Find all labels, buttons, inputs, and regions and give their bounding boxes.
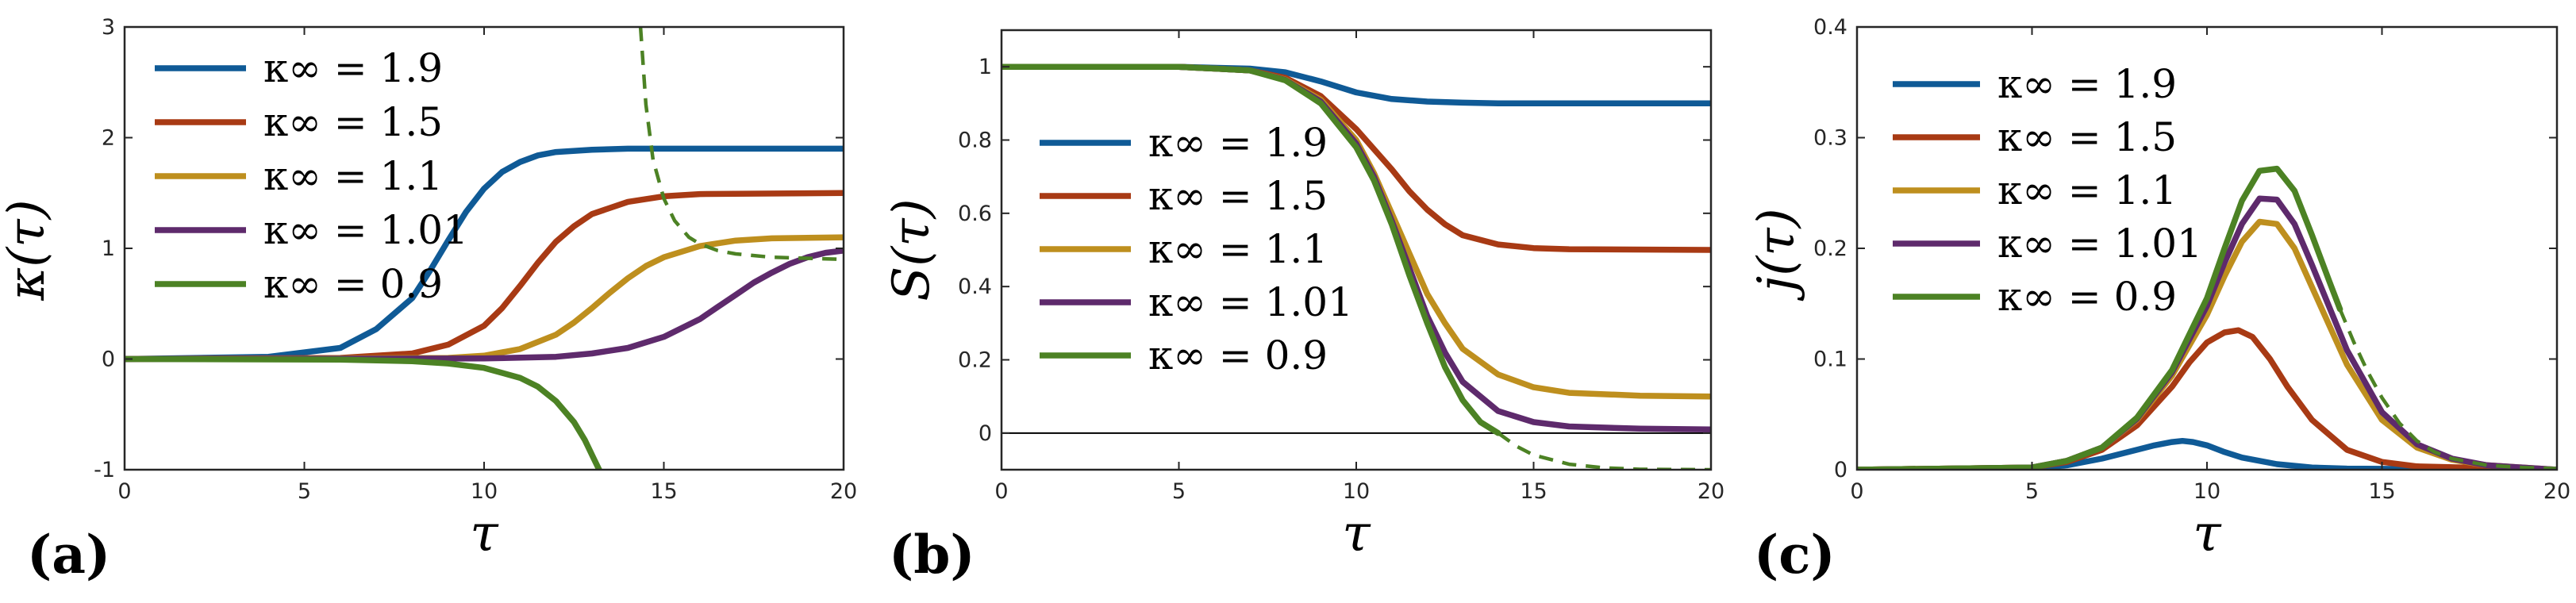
x-tick-label: 0 xyxy=(117,479,131,504)
y-axis-label: S(τ) xyxy=(882,198,941,301)
x-tick-label: 10 xyxy=(2193,479,2220,504)
x-tick-label: 0 xyxy=(1850,479,1863,504)
legend-entry: κ∞ = 1.9 xyxy=(1148,120,1328,166)
legend-entry: κ∞ = 1.9 xyxy=(263,45,443,91)
y-tick-label: 1 xyxy=(978,55,992,79)
y-tick-label: 0.3 xyxy=(1813,126,1847,151)
legend-entry: κ∞ = 1.9 xyxy=(1997,61,2177,107)
legend-entry: κ∞ = 1.01 xyxy=(263,207,468,253)
x-tick-label: 10 xyxy=(471,479,498,504)
series-line-0.9 xyxy=(1857,165,2343,470)
x-tick-label: 5 xyxy=(1172,479,1186,504)
x-tick-label: 10 xyxy=(1343,479,1370,504)
series-line-1.9 xyxy=(125,145,844,363)
legend-entry: κ∞ = 1.5 xyxy=(1148,173,1328,219)
y-tick-label: 0 xyxy=(102,348,115,372)
x-tick-label: 20 xyxy=(830,479,857,504)
series-line-1.9 xyxy=(1002,63,1711,107)
series-line-0.9 xyxy=(125,355,602,470)
x-axis-label: τ xyxy=(470,505,499,563)
panel-label: (c) xyxy=(1754,524,1836,586)
series-line-1.01 xyxy=(1857,195,2557,470)
y-tick-label: -1 xyxy=(94,458,115,482)
legend-entry: κ∞ = 1.1 xyxy=(263,153,443,199)
axes-frame xyxy=(1855,25,2559,471)
legend-entry: κ∞ = 0.9 xyxy=(1148,332,1328,378)
series-line-0.9 xyxy=(1002,63,1501,436)
panel-label: (a) xyxy=(27,524,110,586)
series-line-1.5 xyxy=(125,190,844,363)
x-tick-label: 5 xyxy=(2025,479,2039,504)
series-line-asymptote-dashed xyxy=(638,27,844,262)
chart-panel-2: 0 5 10 15 20 0 0.2 0.4 0.6 0.8 1 τ S(τ) (b) κ∞ = 1.9 κ∞… xyxy=(882,29,1724,586)
chart-panel-3: 0 5 10 15 20 0 0.1 0.2 0.3 0.4 τ j(τ) (c) κ∞ = 1.9 κ∞ … xyxy=(1747,15,2570,586)
series-line-1.9 xyxy=(1857,437,2557,470)
x-axis-label: τ xyxy=(1342,505,1371,563)
x-tick-label: 5 xyxy=(298,479,311,504)
legend-entry: κ∞ = 1.1 xyxy=(1148,226,1328,272)
y-tick-label: 0.8 xyxy=(958,129,992,153)
y-tick-label: 0 xyxy=(1834,458,1847,482)
legend-entry: κ∞ = 1.1 xyxy=(1997,167,2177,213)
y-tick-label: 0.4 xyxy=(958,275,992,299)
panel-label: (b) xyxy=(889,524,975,586)
y-tick-label: 0 xyxy=(978,421,992,446)
series-line-1.1 xyxy=(125,234,844,363)
y-axis-label: j(τ) xyxy=(1747,208,1806,301)
x-tick-label: 15 xyxy=(1520,479,1547,504)
series-line-1.01 xyxy=(125,248,844,363)
series-line-1.1 xyxy=(1002,63,1711,400)
y-tick-label: 0.4 xyxy=(1813,15,1847,40)
y-tick-label: 0.6 xyxy=(958,202,992,226)
x-tick-label: 20 xyxy=(1697,479,1724,504)
y-tick-label: 3 xyxy=(102,15,115,40)
legend-entry: κ∞ = 1.01 xyxy=(1997,221,2202,267)
series-line-1.5 xyxy=(1857,327,2557,470)
y-tick-label: 2 xyxy=(102,126,115,151)
legend-entry: κ∞ = 1.5 xyxy=(1997,114,2177,160)
legend-entry: κ∞ = 1.01 xyxy=(1148,279,1353,325)
series-line-asymptote-dashed xyxy=(1497,431,1711,470)
legend-entry: κ∞ = 0.9 xyxy=(263,261,443,307)
x-tick-label: 15 xyxy=(2368,479,2395,504)
x-tick-label: 15 xyxy=(650,479,677,504)
legend-entry: κ∞ = 1.5 xyxy=(263,99,443,145)
y-tick-label: 0.2 xyxy=(958,348,992,373)
legend-entry: κ∞ = 0.9 xyxy=(1997,274,2177,320)
x-axis-label: τ xyxy=(2193,505,2222,563)
x-tick-label: 20 xyxy=(2543,479,2570,504)
x-tick-label: 0 xyxy=(994,479,1008,504)
y-axis-label: κ(τ) xyxy=(0,199,56,301)
y-tick-label: 0.1 xyxy=(1813,348,1847,372)
y-tick-label: 0.2 xyxy=(1813,236,1847,261)
series-line-asymptote-dashed xyxy=(2338,308,2557,470)
y-tick-label: 1 xyxy=(102,236,115,261)
axes-frame xyxy=(123,25,845,471)
